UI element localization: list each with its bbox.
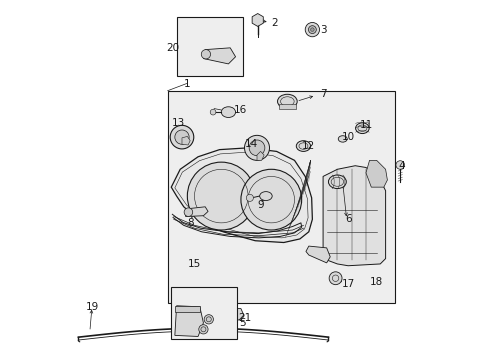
Polygon shape xyxy=(171,148,312,243)
Ellipse shape xyxy=(221,107,235,117)
Text: 20: 20 xyxy=(166,43,179,53)
Ellipse shape xyxy=(355,123,368,134)
Circle shape xyxy=(201,50,210,59)
Text: 5: 5 xyxy=(239,318,245,328)
Text: 19: 19 xyxy=(86,302,99,312)
Circle shape xyxy=(210,109,216,115)
Circle shape xyxy=(395,161,404,169)
Text: 14: 14 xyxy=(244,139,258,149)
Circle shape xyxy=(198,325,207,334)
Polygon shape xyxy=(305,246,329,263)
Text: 13: 13 xyxy=(171,118,184,128)
Polygon shape xyxy=(365,160,386,187)
Ellipse shape xyxy=(277,94,297,109)
Text: 7: 7 xyxy=(319,89,325,99)
Ellipse shape xyxy=(328,175,346,189)
Bar xyxy=(171,287,237,339)
Polygon shape xyxy=(185,207,207,216)
Polygon shape xyxy=(323,166,385,266)
Circle shape xyxy=(187,162,255,230)
Circle shape xyxy=(305,22,319,37)
Circle shape xyxy=(227,311,234,318)
Text: 16: 16 xyxy=(234,105,247,115)
Circle shape xyxy=(170,125,193,149)
Circle shape xyxy=(241,169,301,230)
Ellipse shape xyxy=(259,192,272,201)
Circle shape xyxy=(308,26,316,33)
Text: 9: 9 xyxy=(257,200,264,210)
Polygon shape xyxy=(175,306,200,312)
Polygon shape xyxy=(203,48,235,64)
Polygon shape xyxy=(228,308,244,320)
Text: 6: 6 xyxy=(344,214,351,224)
Ellipse shape xyxy=(296,141,310,152)
Text: 18: 18 xyxy=(369,277,383,287)
Text: 2: 2 xyxy=(271,18,278,28)
Bar xyxy=(176,18,242,76)
Circle shape xyxy=(246,194,253,202)
Text: 15: 15 xyxy=(187,259,201,269)
Text: 17: 17 xyxy=(341,279,354,289)
Text: 8: 8 xyxy=(187,218,194,228)
Circle shape xyxy=(328,272,341,285)
Text: 4: 4 xyxy=(398,161,404,171)
Bar xyxy=(167,91,394,303)
Polygon shape xyxy=(257,152,264,160)
Circle shape xyxy=(310,28,313,31)
Circle shape xyxy=(175,130,189,144)
Circle shape xyxy=(203,315,213,324)
Circle shape xyxy=(248,140,264,156)
Text: 1: 1 xyxy=(183,78,189,89)
Circle shape xyxy=(184,208,192,216)
Polygon shape xyxy=(278,104,295,109)
Circle shape xyxy=(244,135,269,160)
Polygon shape xyxy=(182,136,190,145)
Text: 21: 21 xyxy=(237,312,251,323)
Text: 10: 10 xyxy=(341,132,354,142)
Text: 11: 11 xyxy=(359,120,372,130)
Text: 3: 3 xyxy=(319,25,325,35)
Polygon shape xyxy=(175,306,203,337)
Text: 12: 12 xyxy=(302,141,315,151)
Ellipse shape xyxy=(338,136,346,142)
